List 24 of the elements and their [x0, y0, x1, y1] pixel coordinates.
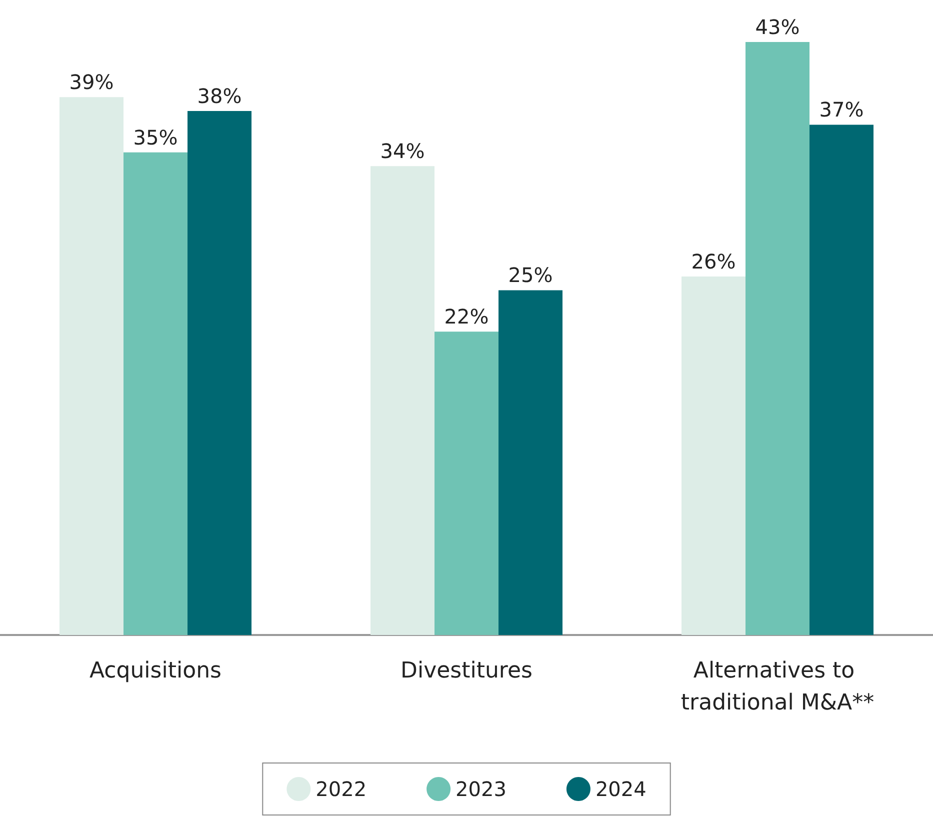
data-label: 39%: [69, 70, 114, 94]
bar: [810, 124, 874, 635]
bar: [434, 332, 498, 635]
bar: [60, 97, 124, 635]
data-label: 38%: [197, 84, 242, 108]
data-label: 37%: [819, 98, 864, 122]
data-label: 35%: [133, 125, 178, 150]
data-label: 22%: [444, 304, 489, 329]
data-label: 43%: [755, 15, 800, 39]
bar: [124, 152, 188, 635]
bar: [188, 110, 252, 635]
legend-label: 2023: [456, 777, 506, 801]
bar: [370, 166, 434, 635]
data-label: 26%: [691, 249, 736, 274]
data-label: 34%: [380, 139, 425, 164]
bar: [682, 276, 746, 635]
bar: [498, 290, 562, 635]
legend-label: 2024: [595, 777, 646, 801]
bar: [746, 42, 810, 635]
legend-label: 2022: [316, 777, 367, 801]
x-tick-label: Acquisitions: [90, 658, 222, 684]
x-tick-label: Divestitures: [400, 658, 532, 684]
x-tick-label: Alternatives to traditional M&A**: [680, 658, 874, 716]
data-label: 25%: [508, 263, 553, 288]
